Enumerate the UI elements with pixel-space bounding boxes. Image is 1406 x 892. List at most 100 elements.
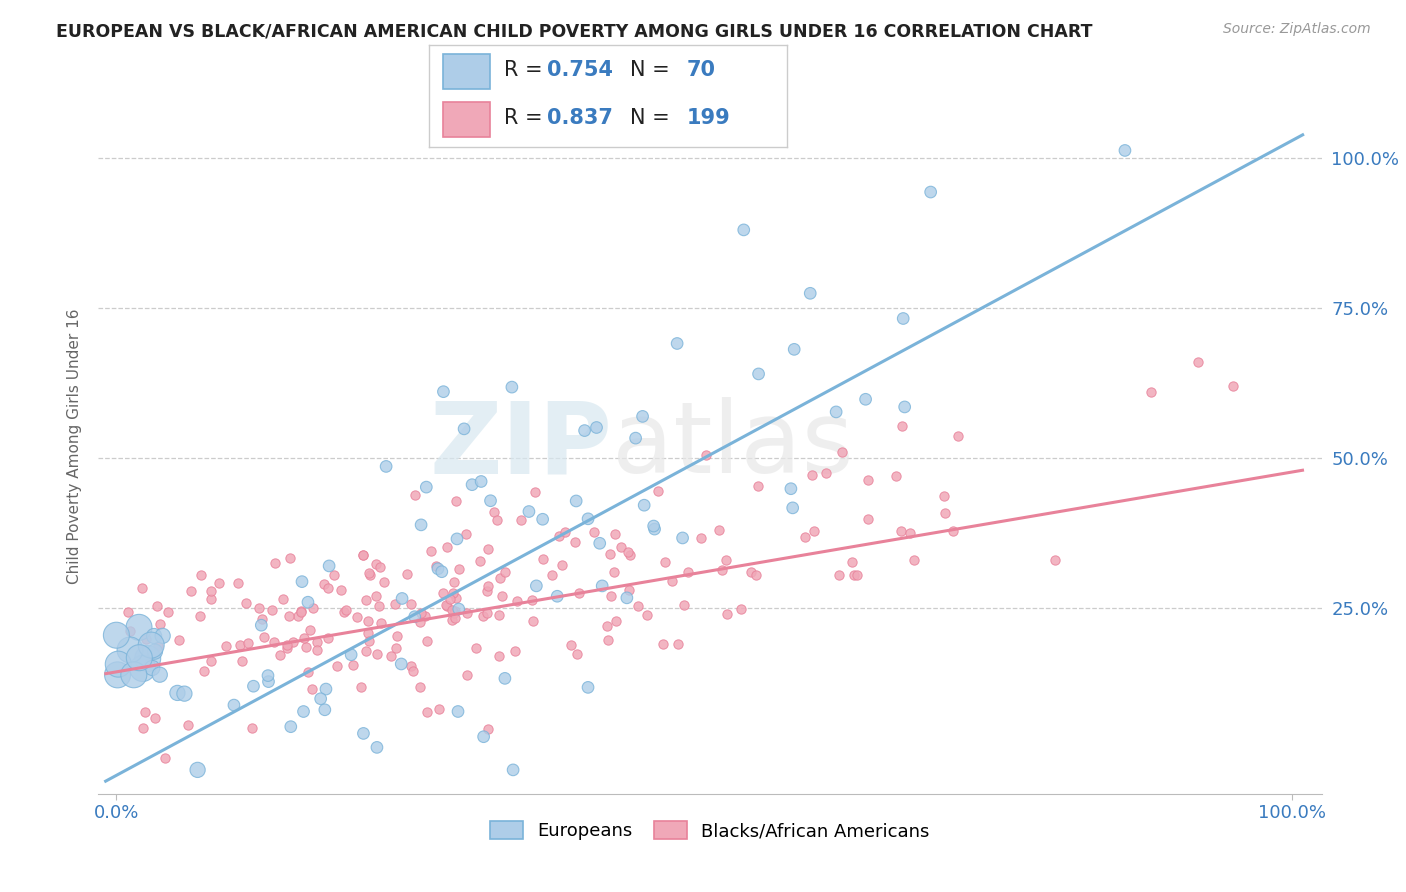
- Point: [491, 589, 513, 603]
- Point: [666, 637, 689, 651]
- Point: [453, 422, 475, 436]
- Point: [890, 524, 912, 538]
- Point: [596, 619, 619, 633]
- Point: [464, 641, 486, 656]
- Point: [314, 703, 336, 717]
- Point: [426, 562, 449, 576]
- Point: [117, 605, 139, 619]
- Point: [695, 448, 717, 462]
- Point: [439, 592, 461, 607]
- Point: [416, 634, 439, 648]
- Point: [299, 623, 322, 637]
- Point: [574, 424, 596, 438]
- Point: [190, 608, 212, 623]
- Point: [1222, 379, 1244, 393]
- Point: [335, 603, 357, 617]
- Point: [315, 682, 337, 697]
- Point: [603, 527, 626, 541]
- Point: [714, 552, 737, 566]
- Point: [599, 589, 621, 603]
- Point: [240, 721, 263, 735]
- Point: [120, 643, 142, 657]
- Point: [419, 543, 441, 558]
- Point: [617, 545, 640, 559]
- Point: [827, 567, 849, 582]
- Point: [416, 705, 439, 719]
- Point: [250, 618, 273, 632]
- Point: [278, 609, 301, 624]
- Point: [801, 468, 824, 483]
- Point: [610, 541, 633, 555]
- Point: [190, 567, 212, 582]
- Point: [444, 494, 467, 508]
- Point: [292, 632, 315, 646]
- Point: [548, 529, 571, 543]
- Point: [1187, 355, 1209, 369]
- Point: [531, 512, 554, 526]
- Point: [602, 565, 624, 579]
- Point: [290, 605, 312, 619]
- Point: [676, 565, 699, 579]
- Text: N =: N =: [630, 61, 669, 80]
- Point: [301, 681, 323, 696]
- Point: [409, 680, 432, 694]
- Point: [567, 647, 589, 661]
- Point: [616, 591, 638, 605]
- Point: [599, 547, 621, 561]
- Point: [585, 420, 607, 434]
- Point: [730, 602, 752, 616]
- Point: [409, 615, 432, 630]
- Point: [122, 667, 145, 681]
- Point: [409, 517, 432, 532]
- Point: [145, 711, 167, 725]
- Text: EUROPEAN VS BLACK/AFRICAN AMERICAN CHILD POVERTY AMONG GIRLS UNDER 16 CORRELATIO: EUROPEAN VS BLACK/AFRICAN AMERICAN CHILD…: [56, 22, 1092, 40]
- Point: [118, 624, 141, 638]
- Point: [589, 536, 612, 550]
- Point: [262, 602, 284, 616]
- Point: [541, 568, 564, 582]
- Point: [636, 607, 658, 622]
- Text: R =: R =: [505, 61, 550, 80]
- Point: [180, 584, 202, 599]
- Point: [554, 525, 576, 540]
- Point: [470, 475, 492, 489]
- Point: [354, 592, 377, 607]
- Point: [132, 721, 155, 735]
- Point: [356, 644, 378, 658]
- Point: [815, 466, 838, 480]
- Point: [434, 598, 457, 612]
- Point: [782, 500, 804, 515]
- Point: [560, 638, 582, 652]
- Point: [716, 607, 738, 622]
- Point: [505, 594, 527, 608]
- Point: [884, 468, 907, 483]
- Text: N =: N =: [630, 109, 669, 128]
- Point: [128, 620, 150, 634]
- Point: [934, 489, 956, 503]
- Point: [643, 519, 665, 533]
- Point: [494, 671, 516, 685]
- Point: [153, 751, 176, 765]
- Point: [503, 644, 526, 658]
- Point: [307, 643, 329, 657]
- Point: [654, 555, 676, 569]
- Point: [352, 726, 374, 740]
- Point: [404, 487, 426, 501]
- Point: [276, 638, 298, 652]
- Point: [644, 522, 666, 536]
- Point: [107, 657, 129, 672]
- Point: [389, 657, 412, 671]
- Point: [524, 579, 547, 593]
- Point: [456, 668, 478, 682]
- Point: [605, 614, 627, 628]
- Point: [576, 512, 599, 526]
- Point: [128, 650, 150, 665]
- Point: [443, 575, 465, 590]
- Point: [257, 674, 280, 689]
- Point: [385, 629, 408, 643]
- Point: [402, 664, 425, 678]
- Point: [443, 604, 465, 618]
- Point: [105, 628, 128, 642]
- Point: [591, 579, 613, 593]
- Legend: Europeans, Blacks/African Americans: Europeans, Blacks/African Americans: [484, 814, 936, 847]
